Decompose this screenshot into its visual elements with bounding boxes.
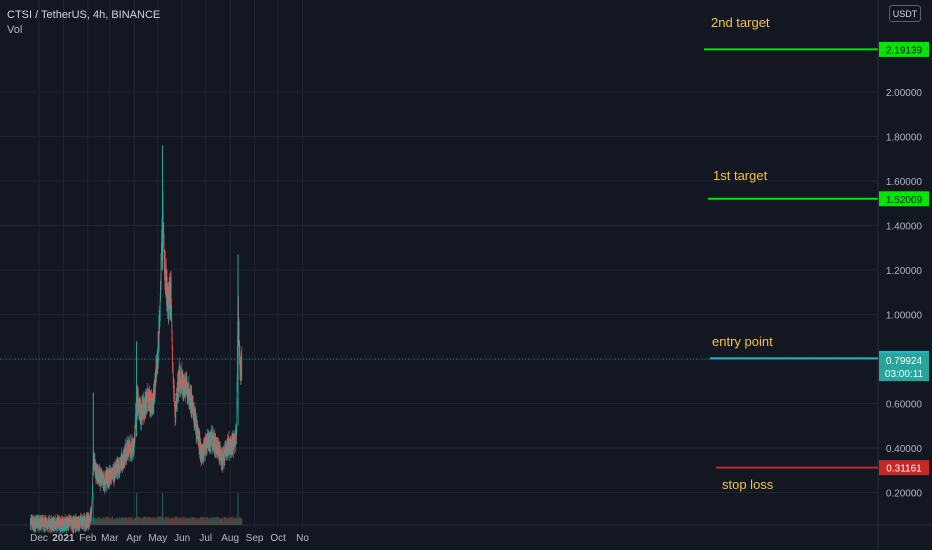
volume-bar bbox=[122, 517, 124, 525]
first-target-label: 1st target bbox=[713, 168, 768, 183]
volume-bar bbox=[126, 518, 128, 525]
x-tick-label: Mar bbox=[101, 533, 119, 544]
first-target-tag bbox=[879, 191, 929, 207]
x-tick-label: Dec bbox=[30, 533, 48, 544]
x-tick-label: May bbox=[148, 533, 167, 544]
x-tick-label: Jul bbox=[199, 533, 212, 544]
last-price-tag-label: 0.79924 bbox=[886, 356, 923, 367]
volume-bar bbox=[192, 516, 194, 525]
y-tick-label: 0.60000 bbox=[886, 400, 923, 411]
price-axis: 0.200000.400000.600000.800001.000001.200… bbox=[886, 88, 923, 500]
second-target-tag bbox=[879, 41, 929, 57]
candlestick-series bbox=[30, 145, 243, 534]
volume-bar bbox=[108, 519, 110, 525]
volume-spike bbox=[237, 493, 239, 525]
volume-bar bbox=[186, 518, 188, 525]
volume-indicator-label[interactable]: Vol bbox=[7, 24, 23, 36]
entry-point-label: entry point bbox=[712, 334, 773, 349]
y-tick-label: 1.00000 bbox=[886, 311, 923, 322]
volume-bar bbox=[222, 517, 224, 525]
x-tick-label: Sep bbox=[246, 533, 264, 544]
volume-bar bbox=[235, 519, 237, 525]
y-tick-label: 1.60000 bbox=[886, 177, 923, 188]
second-target-tag-label: 2.19139 bbox=[886, 45, 923, 56]
volume-bar bbox=[138, 518, 140, 525]
volume-bar bbox=[147, 517, 149, 525]
volume-bar bbox=[241, 518, 243, 525]
volume-bar bbox=[215, 517, 217, 525]
time-axis: Dec 2021 Feb Mar Apr May Jun Jul Aug Sep Oct No bbox=[30, 533, 309, 544]
y-tick-label: 1.80000 bbox=[886, 133, 923, 144]
x-tick-label: No bbox=[296, 533, 309, 544]
symbol-title: CTSI / TetherUS, 4h, BINANCE bbox=[7, 9, 161, 21]
volume-bar bbox=[211, 519, 213, 525]
y-tick-label: 0.20000 bbox=[886, 489, 923, 500]
volume-bar bbox=[153, 517, 155, 525]
x-tick-label: 2021 bbox=[52, 533, 75, 544]
volume-spike bbox=[161, 493, 164, 525]
x-tick-label: Oct bbox=[270, 533, 286, 544]
currency-button[interactable]: USDT bbox=[889, 5, 921, 22]
volume-bar bbox=[185, 517, 186, 525]
volume-bar bbox=[150, 516, 151, 525]
volume-spike bbox=[135, 493, 138, 525]
y-tick-label: 1.20000 bbox=[886, 266, 923, 277]
stop-loss-tag bbox=[879, 460, 929, 476]
volume-bar bbox=[148, 517, 150, 525]
volume-bar bbox=[117, 520, 119, 525]
volume-bar bbox=[149, 516, 151, 525]
volume-bar bbox=[121, 517, 123, 525]
volume-bar bbox=[161, 517, 162, 525]
stop-loss-label: stop loss bbox=[722, 477, 774, 492]
x-tick-label: Jun bbox=[174, 533, 190, 544]
x-tick-label: Feb bbox=[79, 533, 97, 544]
y-tick-label: 1.40000 bbox=[886, 222, 923, 233]
volume-bar bbox=[216, 517, 218, 525]
second-target-label: 2nd target bbox=[711, 15, 770, 30]
y-tick-label: 0.40000 bbox=[886, 444, 923, 455]
x-tick-label: Apr bbox=[126, 533, 142, 544]
volume-bar bbox=[179, 516, 181, 525]
volume-bar bbox=[177, 516, 178, 525]
volume-bar bbox=[220, 519, 221, 525]
stop-loss-tag-label: 0.31161 bbox=[886, 464, 922, 475]
volume-spike bbox=[92, 493, 94, 525]
countdown-label: 03:00:11 bbox=[885, 369, 924, 380]
volume-bar bbox=[165, 518, 167, 525]
last-price-tag bbox=[879, 353, 929, 382]
volume-bar bbox=[174, 518, 175, 525]
x-tick-label: Aug bbox=[221, 533, 239, 544]
volume-bar bbox=[174, 516, 176, 525]
price-tags: 2.191391.520090.802700.311610.7992403:00… bbox=[879, 41, 929, 476]
first-target-tag-label: 1.52009 bbox=[886, 195, 923, 206]
volume-bar bbox=[95, 517, 96, 525]
y-tick-label: 2.00000 bbox=[886, 88, 923, 99]
level-lines bbox=[0, 48, 878, 469]
volume-bar bbox=[130, 519, 131, 525]
